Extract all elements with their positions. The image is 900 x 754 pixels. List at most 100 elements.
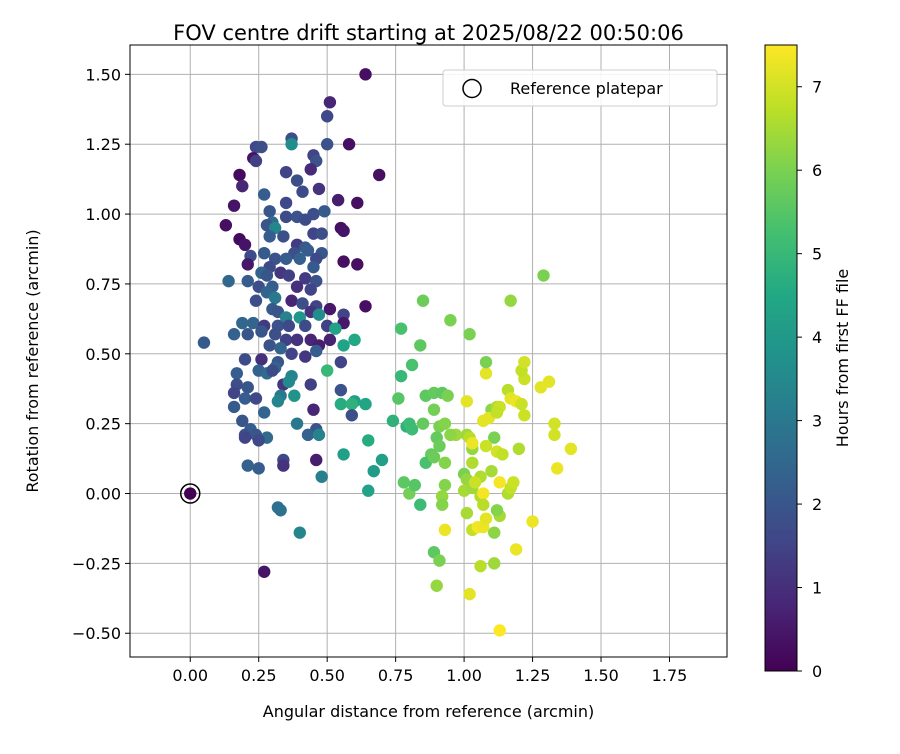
y-tick-label: 0.00: [85, 485, 121, 504]
data-point: [493, 476, 506, 489]
data-point: [197, 336, 211, 349]
data-point: [279, 210, 293, 224]
y-tick-label: 0.25: [85, 415, 121, 434]
data-point: [342, 138, 356, 151]
data-point: [408, 478, 422, 492]
data-point: [430, 579, 443, 592]
data-point: [405, 423, 419, 436]
data-point: [367, 464, 380, 478]
data-point: [345, 397, 359, 411]
data-point: [359, 300, 372, 313]
data-point: [241, 328, 254, 341]
legend-entry: Reference platepar: [510, 79, 663, 98]
data-point: [219, 219, 233, 232]
data-point: [247, 316, 260, 330]
colorbar-label: Hours from first FF file: [833, 269, 852, 448]
data-point: [296, 297, 309, 310]
data-point: [252, 434, 265, 447]
data-point: [479, 439, 493, 453]
data-point: [477, 498, 490, 511]
data-point: [488, 431, 501, 444]
data-point: [323, 333, 337, 347]
colorbar-tick-label: 0: [812, 662, 822, 681]
data-point: [238, 353, 252, 366]
colorbar-tick-label: 6: [812, 161, 822, 180]
data-point: [288, 389, 301, 402]
data-point: [433, 439, 446, 453]
data-point: [397, 476, 411, 489]
data-point: [479, 512, 493, 525]
data-point: [241, 381, 254, 394]
data-point: [551, 462, 564, 475]
data-point: [241, 459, 254, 472]
data-point: [310, 453, 323, 467]
data-point: [337, 448, 350, 461]
data-point: [257, 406, 271, 419]
data-point: [249, 392, 263, 405]
data-point: [351, 196, 364, 210]
data-point: [416, 417, 430, 430]
data-point: [290, 417, 304, 430]
data-point: [375, 453, 389, 467]
data-point: [414, 339, 427, 352]
plot-frame: [129, 44, 728, 658]
data-point: [257, 565, 271, 578]
data-point: [512, 442, 526, 456]
data-point: [548, 428, 561, 442]
data-point: [304, 163, 317, 176]
data-point: [241, 274, 254, 288]
data-point: [416, 294, 430, 307]
data-point: [277, 459, 290, 472]
data-point: [334, 355, 348, 369]
colorbar-tick-label: 4: [812, 328, 822, 347]
data-point: [227, 328, 241, 341]
x-tick-label: 1.25: [515, 666, 551, 685]
data-point: [318, 205, 331, 218]
data-point: [233, 168, 246, 182]
data-point: [266, 364, 279, 377]
data-point: [227, 386, 241, 400]
data-point: [312, 428, 326, 442]
data-point: [238, 392, 252, 405]
data-point: [236, 414, 249, 428]
data-point: [463, 587, 476, 601]
colorbar-tick-label: 5: [812, 245, 822, 264]
data-point: [334, 383, 348, 397]
y-tick-label: 0.75: [85, 275, 121, 294]
data-point: [255, 353, 268, 366]
data-point: [518, 355, 531, 369]
data-point: [362, 484, 375, 497]
data-point: [312, 182, 326, 196]
data-point: [299, 319, 312, 333]
data-point: [444, 428, 457, 442]
data-point: [548, 417, 561, 430]
data-point: [466, 456, 479, 469]
data-point: [359, 397, 372, 411]
x-tick-label: 0.50: [309, 666, 345, 685]
data-point: [488, 526, 501, 539]
data-point: [435, 498, 449, 511]
data-point: [263, 205, 276, 218]
x-tick-label: 0.25: [241, 666, 277, 685]
data-point: [274, 504, 287, 517]
data-point: [496, 448, 509, 461]
y-tick-label: −0.50: [72, 624, 121, 643]
data-point: [290, 280, 304, 293]
colorbar: 0 1 2 3 4 5 6 7 Hours from first FF file: [764, 44, 852, 681]
data-point: [282, 319, 296, 333]
y-tick-label: 1.00: [85, 205, 121, 224]
data-point: [249, 154, 263, 168]
data-point: [310, 344, 323, 358]
data-point: [479, 367, 493, 380]
data-point: [334, 397, 348, 411]
data-point: [241, 258, 254, 271]
data-point: [427, 450, 441, 464]
colorbar-tick-label: 2: [812, 495, 822, 514]
data-point: [394, 322, 408, 335]
data-point: [285, 138, 298, 151]
x-tick-label: 1.50: [583, 666, 619, 685]
data-point: [307, 403, 320, 416]
data-point: [236, 179, 249, 193]
data-point: [255, 140, 268, 154]
